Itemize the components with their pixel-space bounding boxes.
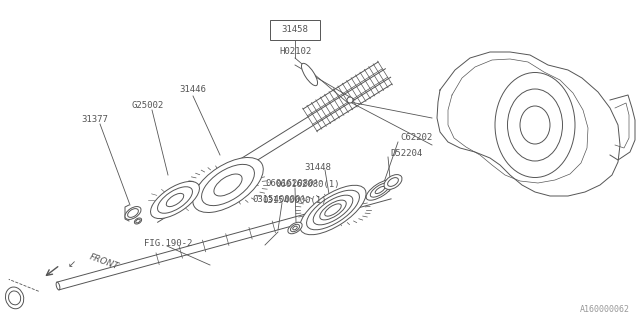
Text: 060162080¹⁻: 060162080¹⁻ [266, 180, 324, 188]
Text: G25002: G25002 [132, 101, 164, 110]
Ellipse shape [166, 193, 184, 207]
Ellipse shape [214, 174, 242, 196]
Ellipse shape [495, 73, 575, 178]
Text: FRONT: FRONT [88, 252, 120, 271]
Ellipse shape [300, 185, 366, 235]
Ellipse shape [150, 181, 200, 219]
Ellipse shape [320, 200, 346, 220]
Ellipse shape [520, 106, 550, 144]
Ellipse shape [291, 224, 300, 232]
Ellipse shape [202, 164, 255, 206]
Ellipse shape [157, 187, 193, 213]
Ellipse shape [307, 190, 360, 230]
Ellipse shape [384, 175, 402, 189]
Ellipse shape [508, 89, 563, 161]
Ellipse shape [371, 183, 390, 197]
Ellipse shape [134, 218, 141, 224]
FancyBboxPatch shape [270, 20, 320, 40]
Text: 31377: 31377 [81, 116, 108, 124]
Ellipse shape [375, 187, 385, 194]
Text: 31446: 31446 [180, 85, 207, 94]
Ellipse shape [6, 287, 24, 309]
Ellipse shape [288, 222, 302, 234]
Text: 031540000(1): 031540000(1) [263, 196, 327, 204]
Ellipse shape [292, 226, 297, 230]
Ellipse shape [56, 282, 60, 290]
Text: H02102: H02102 [279, 47, 311, 57]
Ellipse shape [125, 206, 141, 220]
Text: 060162080(1): 060162080(1) [276, 180, 340, 188]
Ellipse shape [136, 219, 140, 223]
Text: ↙: ↙ [68, 259, 76, 269]
Ellipse shape [193, 157, 263, 212]
Text: D52204: D52204 [390, 149, 422, 158]
Text: FIG.190-2: FIG.190-2 [144, 239, 192, 249]
Text: 031540000¹⁻: 031540000¹⁻ [252, 196, 312, 204]
Ellipse shape [301, 63, 317, 86]
Ellipse shape [347, 97, 353, 103]
Ellipse shape [366, 180, 394, 200]
Text: A160000062: A160000062 [580, 305, 630, 314]
Text: 31448: 31448 [305, 164, 332, 172]
Ellipse shape [324, 204, 341, 216]
Ellipse shape [8, 291, 20, 305]
Ellipse shape [313, 195, 353, 225]
Text: 31458: 31458 [282, 26, 308, 35]
Ellipse shape [127, 209, 138, 217]
Ellipse shape [388, 178, 398, 186]
Text: C62202: C62202 [400, 133, 432, 142]
